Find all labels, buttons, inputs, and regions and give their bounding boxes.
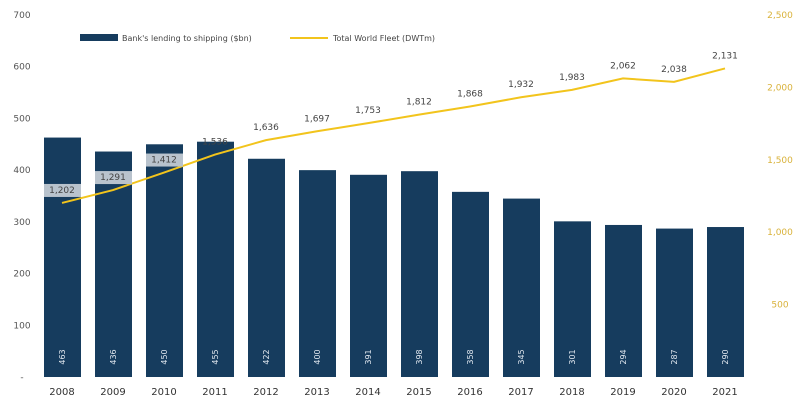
legend-bar-swatch [80,34,118,41]
line-data-label: 1,697 [304,114,330,124]
bar-data-label: 290 [721,349,730,364]
line-data-label: 2,131 [712,51,738,61]
x-tick-label: 2019 [610,387,635,398]
line-data-label: 2,038 [661,65,687,75]
right-tick-label: 1,500 [767,156,793,166]
line-data-label: 1,291 [100,173,126,183]
bar [299,170,336,377]
x-tick-label: 2021 [712,387,737,398]
left-tick-label: 300 [13,218,30,228]
line-series [61,67,726,204]
bar [197,141,234,377]
bar [248,158,285,377]
line-data-label: 1,932 [508,80,534,90]
line-data-label: 1,412 [151,156,177,166]
line-label-box [146,153,183,167]
bar [452,191,489,377]
x-tick-label: 2009 [100,387,125,398]
line-data-label: 1,868 [457,90,483,100]
bar-data-label: 358 [466,349,475,364]
left-tick-label: 400 [13,166,30,176]
legend-bar-label: Bank's lending to shipping ($bn) [122,34,252,43]
bar-data-label: 301 [568,349,577,364]
x-tick-label: 2011 [202,387,227,398]
bar-data-label: 345 [517,349,526,364]
bar-data-label: 463 [58,349,67,364]
bar-data-label: 422 [262,349,271,364]
legend-line-label: Total World Fleet (DWTm) [332,34,435,43]
line-data-label: 1,753 [355,106,381,116]
bar-data-label: 294 [619,349,628,364]
line-data-label: 1,983 [559,73,585,83]
line-label-box [44,183,81,197]
left-tick-label: 200 [13,270,30,280]
bar-data-label: 287 [670,349,679,364]
x-tick-label: 2008 [49,387,74,398]
bar-data-label: 391 [364,349,373,364]
line-data-label: 2,062 [610,61,636,71]
x-tick-label: 2020 [661,387,686,398]
x-tick-label: 2015 [406,387,431,398]
bar [554,221,591,377]
x-tick-label: 2010 [151,387,176,398]
bar-data-label: 400 [313,349,322,364]
bar-data-label: 398 [415,349,424,364]
bar [503,198,540,377]
right-tick-label: 500 [771,301,788,311]
left-tick-label: 500 [13,114,30,124]
line-label-box [95,171,132,185]
line-data-label: 1,536 [202,138,228,148]
line-data-label: 1,202 [49,186,75,196]
bar [44,137,81,377]
right-tick-label: 2,500 [767,11,793,21]
bar-data-label: 436 [109,349,118,364]
x-tick-label: 2016 [457,387,482,398]
x-tick-label: 2014 [355,387,380,398]
bar-data-label: 455 [211,349,220,364]
line-data-label: 1,812 [406,98,432,108]
bar [605,224,642,377]
bar [350,174,387,377]
left-tick-label: 600 [13,63,30,73]
left-tick-label: - [20,373,23,383]
bar-data-label: 450 [160,349,169,364]
x-tick-label: 2012 [253,387,278,398]
left-tick-label: 100 [13,321,30,331]
x-tick-label: 2017 [508,387,533,398]
bar [707,227,744,377]
left-tick-label: 700 [13,11,30,21]
line-data-label: 1,636 [253,123,279,133]
right-tick-label: 2,000 [767,83,793,93]
right-tick-label: 1,000 [767,228,793,238]
bar [146,144,183,377]
bar [401,171,438,377]
x-tick-label: 2013 [304,387,329,398]
x-tick-label: 2018 [559,387,584,398]
bar [656,228,693,377]
